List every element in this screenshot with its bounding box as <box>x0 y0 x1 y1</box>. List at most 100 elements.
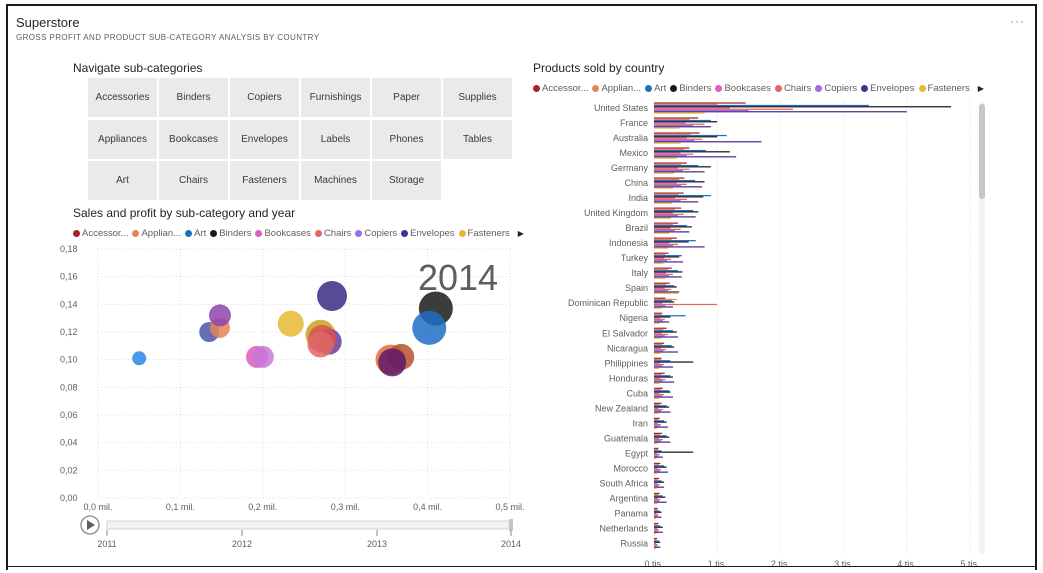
bar-segment[interactable] <box>654 262 664 264</box>
bar-segment[interactable] <box>654 382 660 384</box>
bar-segment[interactable] <box>654 252 669 254</box>
bubble-point[interactable] <box>208 304 231 327</box>
bar-segment[interactable] <box>654 494 659 496</box>
slicer-item-furnishings[interactable]: Furnishings <box>301 78 370 117</box>
bar-segment[interactable] <box>654 109 749 112</box>
bar-segment[interactable] <box>654 318 665 321</box>
bar-segment[interactable] <box>654 166 711 168</box>
bar-segment[interactable] <box>654 441 671 443</box>
bar-segment[interactable] <box>654 497 658 500</box>
bar-chart[interactable]: 0 tis. 1 tis. 2 tis. 3 tis. 4 tis. 5 tis. Unit… <box>530 96 1000 571</box>
bar-segment[interactable] <box>654 290 668 292</box>
legend-item[interactable]: Chairs <box>314 228 351 239</box>
bar-segment[interactable] <box>654 407 659 409</box>
bar-segment[interactable] <box>654 435 667 437</box>
bar-segment[interactable] <box>654 232 670 234</box>
bar-segment[interactable] <box>654 127 680 129</box>
legend-item[interactable]: Chairs <box>774 83 811 94</box>
bar-segment[interactable] <box>654 321 670 323</box>
bar-segment[interactable] <box>654 126 711 128</box>
bar-segment[interactable] <box>654 183 687 185</box>
bar-segment[interactable] <box>654 255 682 257</box>
bar-segment[interactable] <box>654 156 737 158</box>
bar-segment[interactable] <box>654 449 658 451</box>
bar-segment[interactable] <box>654 336 679 338</box>
bar-segment[interactable] <box>654 306 673 308</box>
bar-segment[interactable] <box>654 469 661 471</box>
bar-segment[interactable] <box>654 216 696 218</box>
bar-segment[interactable] <box>654 332 662 334</box>
slicer-item-binders[interactable]: Binders <box>159 78 228 117</box>
bar-segment[interactable] <box>654 348 667 351</box>
legend-item[interactable]: Copiers <box>355 228 397 239</box>
slicer-item-tables[interactable]: Tables <box>443 119 512 159</box>
bar-segment[interactable] <box>654 451 694 453</box>
legend-item[interactable]: Fasteners <box>918 83 970 94</box>
bar-segment[interactable] <box>654 312 663 314</box>
bar-segment[interactable] <box>654 307 662 309</box>
legend-next-icon[interactable]: ▶ <box>977 84 984 93</box>
bar-segment[interactable] <box>654 256 680 258</box>
bar-segment[interactable] <box>654 187 673 189</box>
bar-segment[interactable] <box>654 544 658 546</box>
bar-segment[interactable] <box>654 376 673 378</box>
bar-segment[interactable] <box>654 228 681 231</box>
bar-segment[interactable] <box>654 322 660 324</box>
bar-segment[interactable] <box>654 537 658 540</box>
bar-segment[interactable] <box>654 237 677 239</box>
bar-segment[interactable] <box>654 238 672 241</box>
bar-segment[interactable] <box>654 467 658 470</box>
bar-segment[interactable] <box>654 477 660 480</box>
bar-segment[interactable] <box>654 258 672 261</box>
bar-segment[interactable] <box>654 539 657 541</box>
bar-segment[interactable] <box>654 418 659 421</box>
bar-segment[interactable] <box>654 499 661 501</box>
bar-segment[interactable] <box>654 410 661 412</box>
legend-item[interactable]: Applian... <box>132 228 181 239</box>
bar-segment[interactable] <box>654 442 658 444</box>
bar-segment[interactable] <box>654 230 675 232</box>
bar-segment[interactable] <box>654 378 666 381</box>
bar-segment[interactable] <box>654 437 660 439</box>
bar-segment[interactable] <box>654 500 660 502</box>
bar-segment[interactable] <box>654 112 705 114</box>
bar-segment[interactable] <box>654 440 661 442</box>
bar-segment[interactable] <box>654 247 668 249</box>
bar-segment[interactable] <box>654 134 727 137</box>
bar-segment[interactable] <box>654 133 691 135</box>
bar-segment[interactable] <box>654 287 665 289</box>
bar-segment[interactable] <box>654 121 718 123</box>
bar-segment[interactable] <box>654 217 672 219</box>
bar-segment[interactable] <box>654 149 706 152</box>
bar-segment[interactable] <box>654 182 677 184</box>
bar-segment[interactable] <box>654 242 670 244</box>
slicer-item-fasteners[interactable]: Fasteners <box>230 161 299 200</box>
timeline-handle[interactable] <box>509 519 513 531</box>
bar-segment[interactable] <box>654 184 682 187</box>
bubble-point[interactable] <box>317 281 348 312</box>
bar-segment[interactable] <box>654 225 687 227</box>
bar-segment[interactable] <box>654 496 666 498</box>
bar-segment[interactable] <box>654 108 794 110</box>
bar-legend[interactable]: Accessor... Applian... Art Binders Bookcases… <box>533 83 984 94</box>
bar-segment[interactable] <box>654 207 682 209</box>
bar-segment[interactable] <box>654 337 661 339</box>
bar-segment[interactable] <box>654 223 673 226</box>
bar-segment[interactable] <box>654 546 661 548</box>
bar-segment[interactable] <box>654 163 682 165</box>
bar-segment[interactable] <box>654 392 660 394</box>
bar-segment[interactable] <box>654 420 665 422</box>
bar-segment[interactable] <box>654 403 660 406</box>
bar-segment[interactable] <box>654 357 662 359</box>
bar-segment[interactable] <box>654 164 699 167</box>
bar-segment[interactable] <box>654 482 658 485</box>
legend-item[interactable]: Envelopes <box>861 83 915 94</box>
legend-item[interactable]: Accessor... <box>73 228 128 239</box>
bar-segment[interactable] <box>654 208 675 210</box>
bar-segment[interactable] <box>654 196 704 198</box>
bar-segment[interactable] <box>654 261 684 263</box>
slicer-item-phones[interactable]: Phones <box>372 119 441 159</box>
bar-segment[interactable] <box>654 351 679 353</box>
bar-segment[interactable] <box>654 541 661 543</box>
bar-segment[interactable] <box>654 117 699 119</box>
